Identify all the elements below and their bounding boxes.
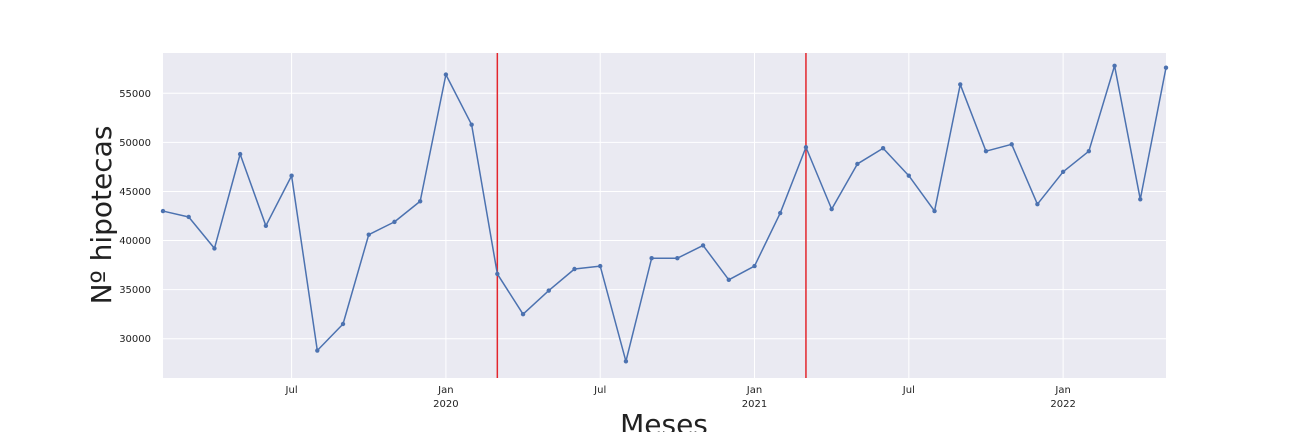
data-point bbox=[932, 208, 937, 214]
data-point bbox=[829, 206, 834, 212]
x-tick-label: Jul bbox=[902, 385, 915, 396]
data-point bbox=[778, 210, 783, 216]
x-tick-year-label: 2022 bbox=[1050, 399, 1075, 410]
data-point bbox=[495, 271, 500, 277]
data-point bbox=[700, 243, 706, 248]
plot-background bbox=[163, 53, 1166, 378]
y-tick-label: 50000 bbox=[119, 138, 151, 149]
data-point bbox=[726, 277, 731, 283]
x-tick-year-label: 2021 bbox=[742, 399, 767, 410]
y-axis-label: Nº hipotecas bbox=[85, 126, 118, 305]
data-point bbox=[855, 161, 860, 167]
y-tick-label: 35000 bbox=[119, 285, 151, 296]
data-point bbox=[906, 173, 912, 178]
data-point bbox=[237, 151, 243, 157]
data-point bbox=[315, 348, 320, 353]
data-point bbox=[289, 173, 294, 178]
data-point bbox=[1086, 148, 1092, 154]
data-point bbox=[1112, 63, 1117, 68]
data-point bbox=[160, 208, 166, 214]
data-series bbox=[160, 63, 1169, 364]
grid-lines bbox=[163, 53, 1166, 378]
data-point bbox=[263, 223, 269, 229]
y-axis-ticks: 30000 35000 40000 45000 50000 55000 bbox=[119, 89, 151, 345]
data-point bbox=[1138, 197, 1143, 202]
reference-lines bbox=[496, 53, 807, 378]
data-point bbox=[469, 122, 474, 127]
y-tick-label: 40000 bbox=[119, 236, 151, 247]
x-axis-ticks: Jul Jan 2020 Jul Jan 2021 Jul Jan 2022 bbox=[285, 385, 1076, 410]
x-tick-label: Jul bbox=[285, 385, 298, 396]
data-point bbox=[572, 266, 577, 272]
x-tick-label: Jul bbox=[593, 385, 606, 396]
data-point bbox=[675, 256, 680, 261]
x-tick-label: Jan bbox=[437, 385, 453, 396]
y-tick-label: 30000 bbox=[119, 334, 151, 345]
data-point bbox=[186, 214, 191, 220]
x-axis-label: Meses bbox=[620, 408, 708, 432]
data-point bbox=[623, 359, 629, 364]
series-line-0 bbox=[162, 65, 1167, 363]
data-point bbox=[880, 146, 886, 151]
x-tick-label: Jan bbox=[746, 385, 762, 396]
x-tick-label: Jan bbox=[1054, 385, 1070, 396]
data-point bbox=[752, 263, 757, 269]
data-point bbox=[1060, 169, 1066, 175]
data-point bbox=[520, 311, 526, 317]
data-point bbox=[649, 256, 654, 261]
data-point bbox=[983, 148, 989, 154]
data-point bbox=[443, 72, 449, 77]
y-tick-label: 45000 bbox=[119, 187, 151, 198]
y-tick-label: 55000 bbox=[119, 89, 151, 100]
x-tick-year-label: 2020 bbox=[433, 399, 458, 410]
data-point bbox=[366, 232, 371, 237]
data-point bbox=[1009, 142, 1014, 147]
data-point bbox=[212, 246, 217, 251]
data-point bbox=[1035, 202, 1040, 207]
data-point bbox=[1163, 65, 1169, 70]
data-point bbox=[392, 219, 397, 225]
data-point bbox=[546, 288, 551, 293]
data-point bbox=[417, 199, 423, 204]
data-point bbox=[340, 321, 346, 327]
data-point bbox=[803, 145, 809, 150]
data-point bbox=[598, 263, 603, 269]
data-point bbox=[958, 82, 963, 87]
